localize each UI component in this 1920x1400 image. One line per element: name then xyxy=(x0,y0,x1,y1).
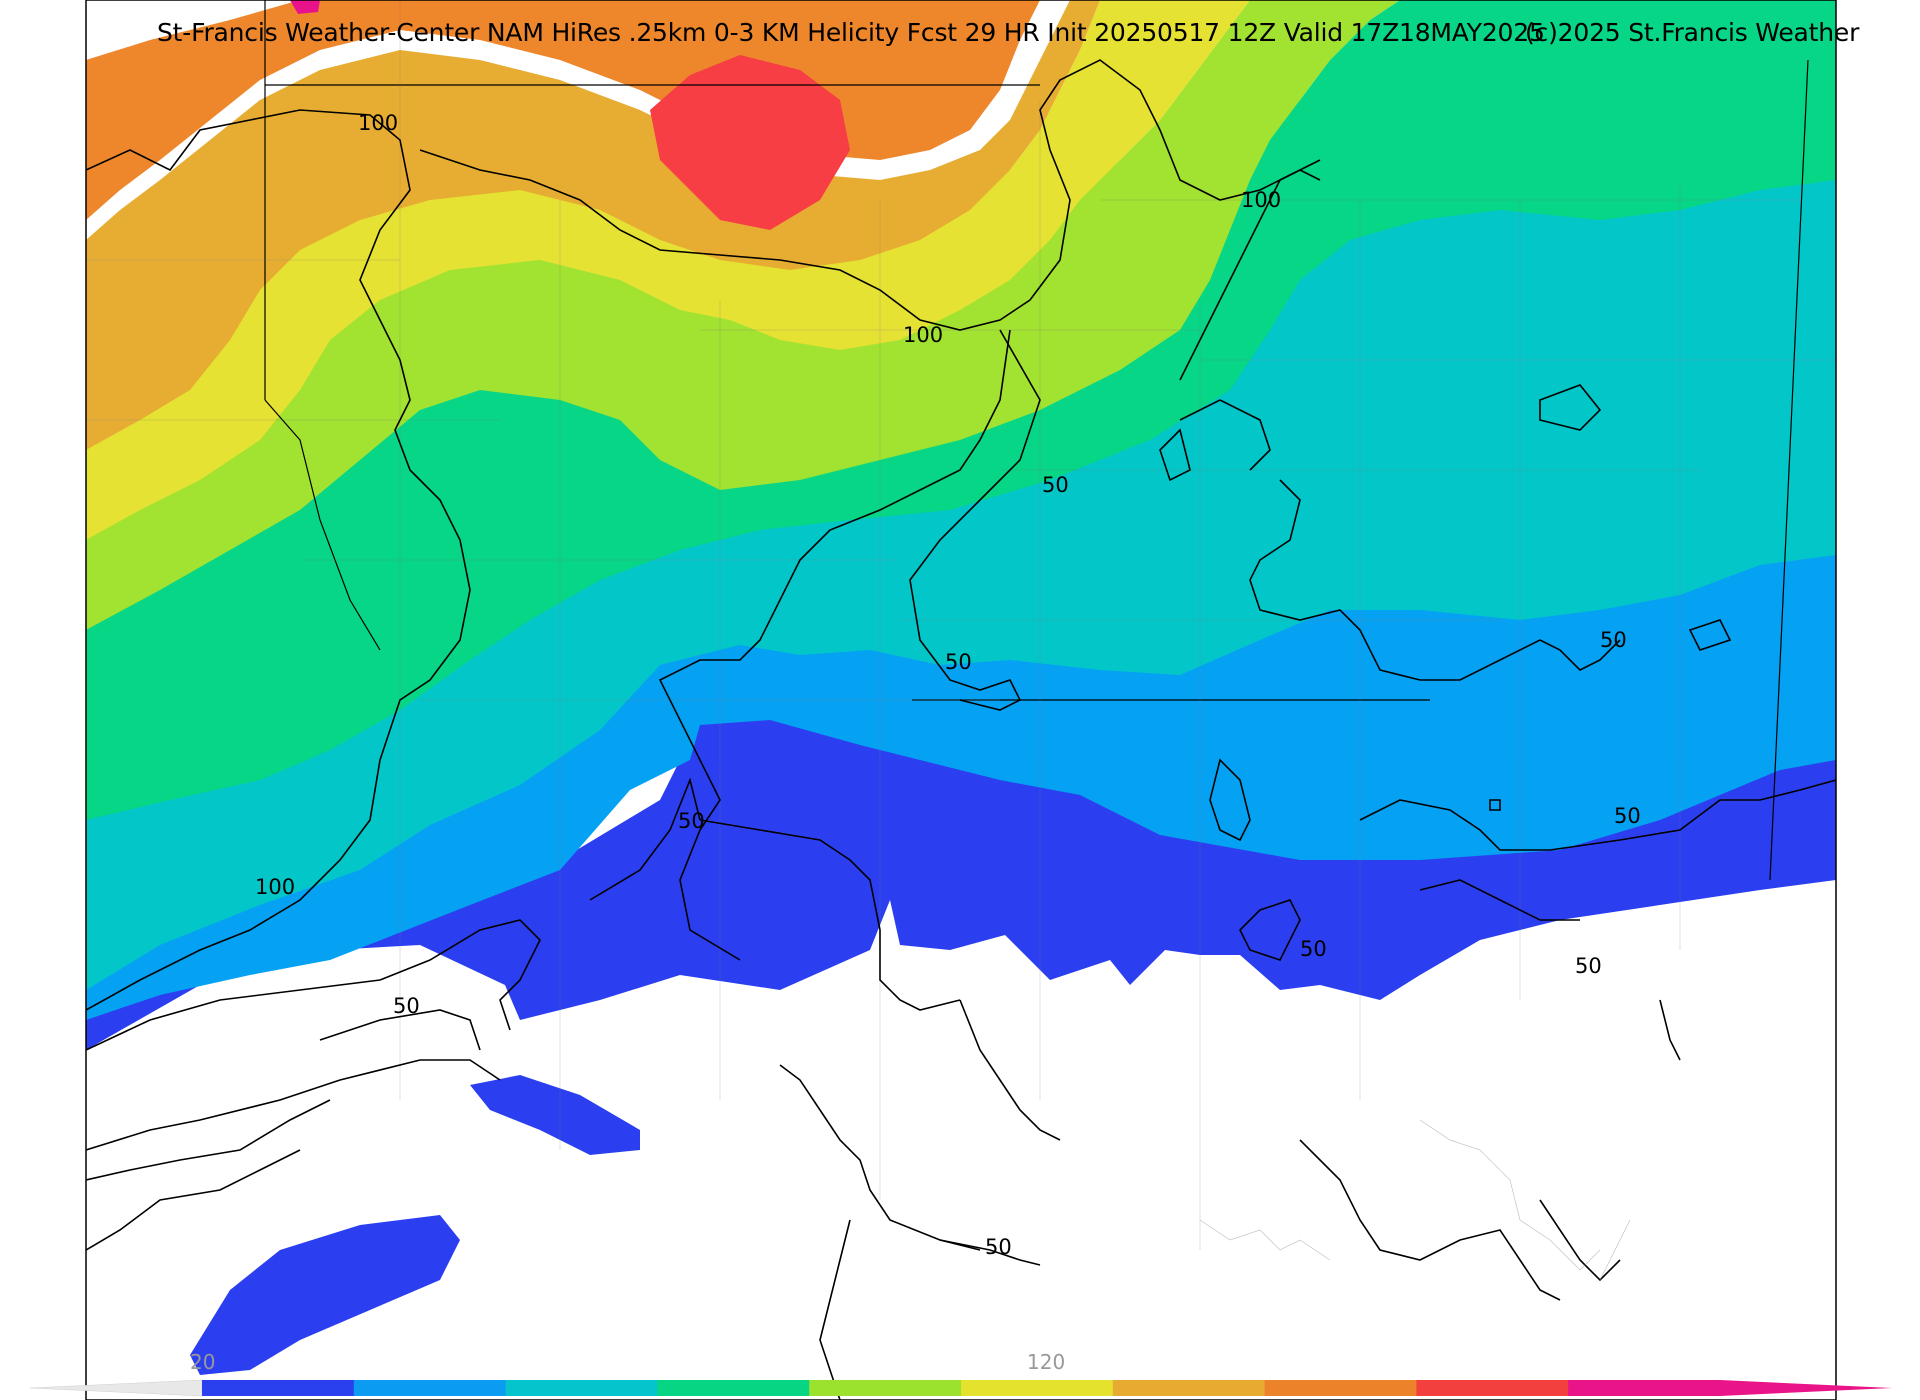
colorbar-segment xyxy=(809,1380,962,1396)
contour-label: 50 xyxy=(1042,473,1069,497)
contour-label: 50 xyxy=(945,650,972,674)
fill-blue-patch-gulf xyxy=(470,1075,640,1155)
fill-red xyxy=(650,55,850,230)
contour-label: 50 xyxy=(393,994,420,1018)
fill-green xyxy=(86,0,1836,820)
helicity-fill-layer xyxy=(86,0,1836,1400)
map-title: St-Francis Weather-Center NAM HiRes .25k… xyxy=(157,18,1545,47)
colorbar-segments xyxy=(202,1380,1721,1396)
fill-yellow xyxy=(86,0,1250,540)
colorbar-segment xyxy=(1264,1380,1417,1396)
contour-label: 50 xyxy=(1575,954,1602,978)
helicity-contours xyxy=(86,59,1836,1400)
fill-cyan xyxy=(86,170,1836,990)
fill-orange xyxy=(86,0,1040,220)
contour-label: 50 xyxy=(1600,628,1627,652)
fill-magenta xyxy=(290,0,320,14)
map-border xyxy=(85,0,1837,1400)
colorbar-tick-mid: 120 xyxy=(1027,1350,1066,1374)
colorbar-tick-min: 20 xyxy=(190,1350,216,1374)
contour-label: 100 xyxy=(903,323,943,347)
colorbar-segment xyxy=(961,1380,1114,1396)
county-lines xyxy=(86,0,1836,1250)
colorbar-segment xyxy=(505,1380,658,1396)
boundary-lines xyxy=(264,0,1809,881)
colorbar-segment xyxy=(1568,1380,1721,1396)
contour-label: 100 xyxy=(358,111,398,135)
contour-label: 50 xyxy=(678,809,705,833)
colorbar-segment xyxy=(353,1380,507,1396)
colorbar-segment xyxy=(202,1380,355,1396)
copyright-text: (c)2025 St.Francis Weather xyxy=(1525,18,1860,47)
contour-label: 50 xyxy=(1300,937,1327,961)
fill-blue-patch-sw xyxy=(190,1215,460,1375)
colorbar-segment xyxy=(657,1380,810,1396)
colorbar-segment xyxy=(1112,1380,1266,1396)
contour-label: 100 xyxy=(255,875,295,899)
fill-blue xyxy=(86,700,1836,1050)
fill-lightblue xyxy=(86,545,1836,1020)
coastal-stipple xyxy=(1199,1119,1631,1281)
colorbar xyxy=(29,1379,1892,1397)
colorbar-segment xyxy=(1416,1380,1569,1396)
contour-label: 100 xyxy=(1241,188,1281,212)
fill-gold-patch xyxy=(120,250,200,370)
colorbar-right-extend xyxy=(1720,1380,1892,1396)
contour-label: 50 xyxy=(1614,804,1641,828)
contour-label: 50 xyxy=(985,1235,1012,1259)
contour-labels: 100 100 100 50 50 50 50 100 50 50 50 50 … xyxy=(255,111,1641,1259)
